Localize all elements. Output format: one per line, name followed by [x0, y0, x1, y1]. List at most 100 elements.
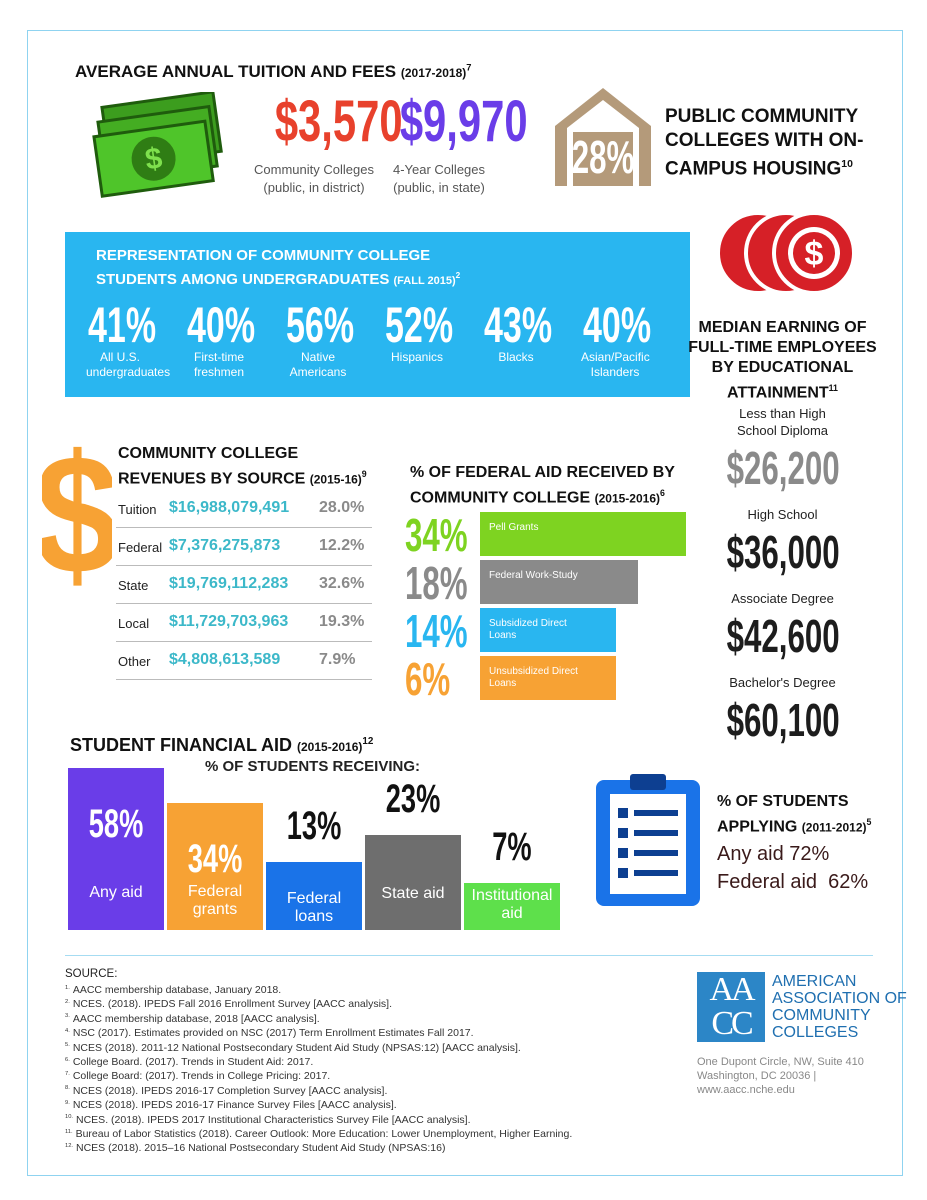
aid-label: Institutional aid — [471, 887, 553, 922]
amount: $9,970 — [399, 89, 528, 154]
source-text: NCES (2018). 2011-12 National Postsecond… — [72, 1041, 521, 1054]
source-num: 11. — [65, 1128, 73, 1135]
tuition-label: 4-Year Colleges — [392, 162, 486, 177]
source-item: 2. NCES. (2018). IPEDS Fall 2016 Enrollme… — [65, 998, 392, 1010]
fed-value: 18% — [405, 557, 468, 609]
representation-item: 52% Hispanics — [369, 296, 465, 365]
housing-value-wrap: 28% — [553, 130, 653, 184]
rep-value: 56% — [286, 297, 355, 353]
fed-bar: Federal Work-Study — [480, 560, 638, 604]
earnings-label: High School — [747, 507, 818, 522]
rep-value-wrap: 43% — [468, 296, 564, 353]
fed-value-wrap: 14% — [405, 604, 479, 658]
rep-value-wrap: 40% — [567, 296, 663, 353]
coins-icon: $ — [718, 211, 856, 295]
earnings-item: Bachelor's Degree $60,100 — [700, 674, 865, 746]
note: 12 — [362, 736, 374, 747]
source-text: NCES (2018). IPEDS 2016-17 Finance Surve… — [72, 1099, 397, 1112]
source-text: NCES. (2018). IPEDS Fall 2016 Enrollment… — [72, 998, 393, 1011]
heading-text: AVERAGE ANNUAL TUITION AND FEES — [75, 62, 397, 81]
source-text: NSC (2017). Estimates provided on NSC (2… — [72, 1027, 474, 1040]
representation-heading: REPRESENTATION OF COMMUNITY COLLEGE STUDE… — [96, 246, 460, 291]
source-text: Bureau of Labor Statistics (2018). Caree… — [75, 1128, 573, 1140]
revenue-share: 19.3% — [319, 613, 365, 630]
heading-text: COMMUNITY COLLEGE — [410, 489, 591, 507]
fed-value: 14% — [405, 605, 468, 657]
revenue-share: 7.9% — [319, 651, 356, 668]
earnings-label: Associate Degree — [731, 591, 834, 606]
heading-text: STUDENT FINANCIAL AID — [70, 735, 292, 755]
revenues-heading: COMMUNITY COLLEGE REVENUES BY SOURCE (201… — [118, 444, 367, 489]
source-item: 6. College Board. (2017). Trends in Stude… — [65, 1056, 313, 1068]
revenue-row: Other $4,808,613,589 7.9% — [116, 642, 372, 680]
source-text: College Board. (2017). Trends in Student… — [72, 1056, 314, 1068]
housing-title: PUBLIC COMMUNITY COLLEGES WITH ON-CAMPUS… — [665, 105, 885, 181]
earnings-value: $42,600 — [726, 610, 840, 662]
source-text: NCES. (2018). IPEDS 2017 Institutional C… — [76, 1113, 471, 1126]
rep-label: Blacks — [498, 350, 534, 364]
source-num: 3. — [65, 1013, 70, 1020]
source-item: 9. NCES (2018). IPEDS 2016-17 Finance Sur… — [65, 1099, 397, 1111]
applying-item: Federal aid 62% — [717, 871, 869, 893]
housing-value: 28% — [571, 131, 635, 183]
earnings-value: $60,100 — [726, 694, 840, 746]
representation-item: 43% Blacks — [468, 296, 564, 365]
applying-heading: % OF STUDENTS APPLYING (2011-2012)5 — [717, 792, 877, 837]
source-item: 3. AACC membership database, 2018 [AACC a… — [65, 1013, 320, 1025]
money-icon: $ — [92, 92, 223, 198]
heading-text: STUDENTS AMONG UNDERGRADUATES — [96, 271, 390, 288]
aid-value-wrap: 7% — [464, 825, 560, 870]
source-num: 6. — [65, 1056, 70, 1063]
period: (2015-2016) — [594, 491, 660, 506]
heading-text: REVENUES BY SOURCE — [118, 470, 306, 488]
revenue-row: Tuition $16,988,079,491 28.0% — [116, 490, 372, 528]
sources-heading: SOURCE: — [65, 968, 118, 980]
fed-bar: Unsubsidized Direct Loans — [480, 656, 616, 700]
revenue-source: Federal — [118, 540, 163, 555]
student-aid-subtitle: % OF STUDENTS RECEIVING: — [205, 758, 421, 775]
fed-value-wrap: 18% — [405, 556, 479, 610]
org-name: ASSOCIATION OF — [772, 990, 907, 1007]
tuition-heading: AVERAGE ANNUAL TUITION AND FEES (2017-20… — [75, 62, 471, 82]
student_aid-heading: STUDENT FINANCIAL AID (2015-2016)12 — [70, 735, 373, 756]
fed-bar: Subsidized Direct Loans — [480, 608, 616, 652]
source-text: AACC membership database, January 2018. — [72, 984, 282, 996]
note: 9 — [361, 469, 367, 479]
aid-value: 34% — [187, 837, 243, 881]
representation-item: 40% Asian/Pacific Islanders — [567, 296, 663, 380]
aid-value: 58% — [88, 802, 144, 846]
amount: $3,570 — [274, 89, 403, 154]
source-text: AACC membership database, 2018 [AACC ana… — [72, 1012, 320, 1025]
earnings-title: MEDIAN EARNING OF FULL-TIME EMPLOYEES BY… — [688, 319, 877, 402]
revenue-amount: $11,729,703,963 — [169, 613, 289, 630]
heading-line: COMMUNITY COLLEGE — [118, 444, 367, 464]
revenue-source: Other — [118, 654, 151, 669]
dollar-icon: $ — [42, 438, 112, 598]
note: 7 — [466, 62, 472, 73]
heading-text: REPRESENTATION OF COMMUNITY COLLEGE — [96, 247, 431, 264]
aid-label: Federal loans — [286, 890, 342, 925]
heading-line: STUDENT FINANCIAL AID (2015-2016)12 — [70, 735, 373, 756]
tuition-item: $9,970 4-Year Colleges (public, in state) — [375, 88, 528, 195]
svg-text:$: $ — [143, 142, 164, 177]
house-icon — [555, 88, 651, 186]
aid-value-wrap: 58% — [68, 802, 164, 847]
org-address: One Dupont Circle, NW, Suite 410 — [697, 1056, 864, 1068]
fed-value-wrap: 34% — [405, 508, 479, 562]
fed-label: Federal Work-Study — [489, 570, 578, 581]
applying-item: Any aid 72% — [717, 843, 830, 865]
source-text: NCES (2018). IPEDS 2016-17 Completion Su… — [72, 1084, 388, 1097]
fed-value-wrap: 6% — [405, 652, 479, 706]
heading-line: STUDENTS AMONG UNDERGRADUATES (FALL 2015… — [96, 266, 460, 291]
rep-value: 41% — [88, 297, 157, 353]
rep-value-wrap: 41% — [72, 296, 168, 353]
heading-line: REPRESENTATION OF COMMUNITY COLLEGE — [96, 246, 460, 266]
earnings-label: Less than High School Diploma — [736, 406, 829, 438]
rep-label: Native Americans — [289, 350, 347, 379]
source-num: 10. — [65, 1114, 74, 1121]
earnings-value: $26,200 — [726, 442, 840, 494]
note: 6 — [660, 488, 665, 498]
housing-title-text: PUBLIC COMMUNITY COLLEGES WITH ON-CAMPUS… — [665, 106, 864, 180]
note: 11 — [828, 383, 838, 393]
